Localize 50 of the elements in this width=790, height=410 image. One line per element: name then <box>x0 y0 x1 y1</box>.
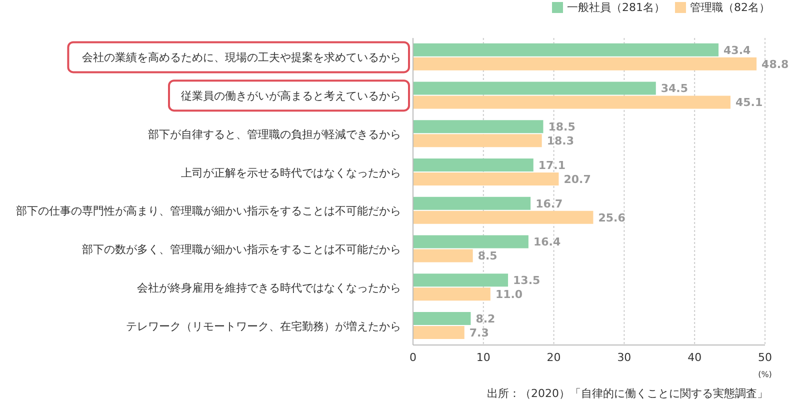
x-tick-label: 20 <box>546 350 561 364</box>
x-tick-label: 50 <box>758 350 772 364</box>
bar <box>413 274 508 287</box>
data-label: 34.5 <box>660 82 688 96</box>
y-tick-label: 上司が正解を示せる時代ではなくなったから <box>181 166 401 180</box>
data-label: 8.2 <box>476 312 496 326</box>
y-tick-label: 会社が終身雇用を維持できる時代ではなくなったから <box>137 281 401 294</box>
data-label: 7.3 <box>469 326 489 340</box>
legend-label: 管理職（82名） <box>690 1 770 14</box>
bar <box>413 249 473 262</box>
bar <box>413 120 544 134</box>
y-tick-label: 部下の数が多く、管理職が細かい指示をすることは不可能だから <box>82 243 401 256</box>
data-label: 48.8 <box>762 58 789 71</box>
x-axis-title: (%) <box>758 370 772 379</box>
data-label: 25.6 <box>598 211 626 224</box>
bar <box>413 172 559 186</box>
bar <box>413 210 594 224</box>
data-label: 18.3 <box>546 134 574 148</box>
y-tick-label: 部下が自律すると、管理職の負担が軽減できるから <box>148 128 401 141</box>
data-label: 43.4 <box>724 44 752 57</box>
bar <box>413 288 490 301</box>
bar <box>413 312 471 325</box>
x-tick-label: 30 <box>617 350 632 364</box>
bar <box>413 134 542 148</box>
bar <box>413 158 534 172</box>
bar <box>413 82 656 95</box>
x-tick-label: 0 <box>410 350 416 364</box>
data-label: 8.5 <box>478 250 498 263</box>
data-label: 13.5 <box>513 274 540 288</box>
data-label: 11.0 <box>495 288 523 302</box>
data-label: 17.1 <box>538 158 566 172</box>
legend-label: 一般社員（281名） <box>567 1 665 14</box>
bar <box>413 326 464 339</box>
bar <box>413 96 731 109</box>
bar <box>413 196 531 210</box>
bar <box>413 43 719 56</box>
x-tick-label: 10 <box>476 350 490 364</box>
x-tick-label: 40 <box>688 350 702 364</box>
y-tick-label: 会社の業績を高めるために、現場の工夫や提案を求めているから <box>82 51 401 64</box>
bar <box>413 57 757 70</box>
data-label: 20.7 <box>564 172 591 186</box>
bar <box>413 235 528 248</box>
y-tick-label: 部下の仕事の専門性が高まり、管理職が細かい指示をすることは不可能だから <box>16 204 401 218</box>
data-label: 18.5 <box>548 120 576 134</box>
data-label: 16.4 <box>533 236 561 249</box>
data-label: 45.1 <box>736 96 763 110</box>
data-label: 16.7 <box>536 197 563 210</box>
text: 出所：（2020）「自律的に働くことに関する実態調査」 <box>487 386 768 401</box>
y-tick-label: 従業員の働きがいが高まると考えているから <box>181 90 401 103</box>
y-tick-label: テレワーク（リモートワーク、在宅勤務）が増えたから <box>126 320 401 333</box>
